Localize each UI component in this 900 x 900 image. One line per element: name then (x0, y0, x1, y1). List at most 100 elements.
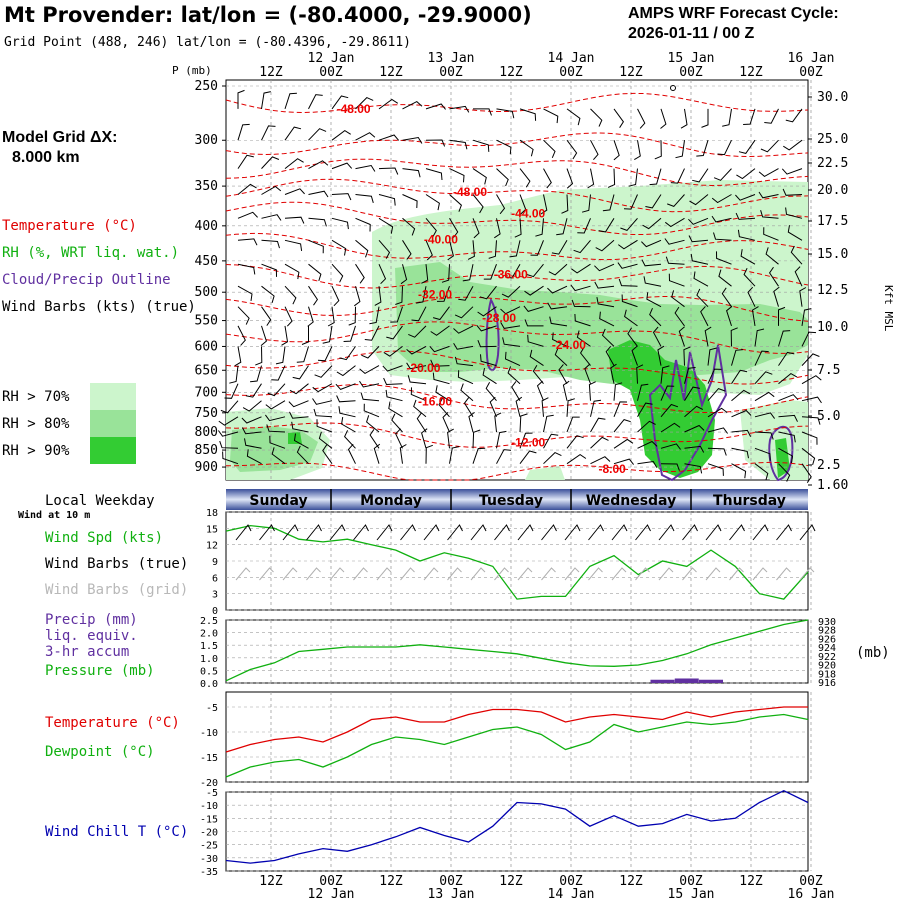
upper-air-wind-barb (308, 94, 323, 110)
upper-air-wind-barb (504, 351, 521, 367)
isotherm-label: -20.00 (406, 361, 440, 375)
upper-air-wind-barb (613, 140, 620, 161)
upper-air-wind-barb (317, 346, 333, 362)
upper-air-wind-barb (360, 392, 380, 402)
upper-air-wind-barb (641, 259, 662, 267)
isotherm-label: -32.00 (418, 288, 452, 302)
grid-wind-barb (799, 567, 815, 581)
surface-wind-barb (376, 524, 393, 541)
top-hour-label: 12Z (259, 65, 283, 80)
upper-air-wind-barb (700, 306, 709, 327)
isotherm-line (225, 295, 809, 322)
upper-air-wind-barb (773, 286, 780, 307)
upper-air-wind-barb (543, 414, 554, 433)
upper-air-wind-barb (801, 308, 812, 326)
upper-air-wind-barb (649, 168, 662, 186)
upper-air-wind-barb (261, 239, 280, 249)
panel-tick-label: 9 (212, 557, 218, 568)
upper-air-wind-barb (637, 402, 653, 418)
legend-wind-at: Wind at 10 m (18, 509, 90, 521)
panel-tick-label: 6 (212, 573, 218, 584)
upper-air-wind-barb (261, 91, 271, 109)
upper-air-wind-barb (435, 385, 450, 402)
upper-air-wind-barb (355, 132, 376, 141)
height-tick-label: 30.0 (817, 90, 848, 105)
upper-air-wind-barb (322, 325, 333, 344)
temperature-panel: -5 -10 -15 -20 (200, 691, 812, 789)
upper-air-wind-barb (566, 435, 584, 449)
upper-air-wind-barb (613, 382, 623, 401)
upper-air-wind-barb (218, 416, 239, 426)
upper-air-wind-barb (485, 382, 497, 402)
station-marker (670, 85, 676, 91)
upper-air-wind-barb (331, 285, 340, 307)
legend-rh: RH (%, WRT liq. wat.) (2, 245, 179, 261)
upper-air-wind-barb (637, 108, 646, 129)
upper-air-wind-barb (331, 263, 344, 283)
upper-air-wind-barb (764, 108, 779, 124)
upper-air-wind-barb (271, 365, 286, 381)
upper-air-wind-barb (502, 337, 521, 347)
upper-air-wind-barb (289, 383, 309, 395)
top-hour-label: 12Z (379, 65, 403, 80)
upper-air-wind-barb (801, 396, 822, 404)
upper-air-wind-barb (413, 399, 427, 418)
legend-pressure: Pressure (mb) (45, 663, 155, 679)
upper-air-wind-barb (500, 322, 521, 329)
upper-air-wind-barb (322, 444, 333, 464)
upper-air-wind-barb (359, 380, 380, 388)
upper-air-wind-barb (562, 380, 570, 401)
upper-air-wind-barb (406, 345, 427, 355)
upper-air-wind-barb (660, 365, 670, 384)
pressure-tick-label: 400 (195, 219, 218, 234)
upper-air-wind-barb (594, 281, 615, 289)
upper-air-wind-barb (571, 263, 591, 274)
height-tick-label: 12.5 (817, 283, 848, 298)
height-tick-label: 5.0 (817, 409, 840, 424)
upper-air-wind-barb (566, 453, 587, 465)
upper-air-wind-barb (402, 217, 416, 236)
series-line (225, 789, 809, 864)
upper-air-wind-barb (378, 167, 399, 175)
isotherm-label: -24.00 (552, 338, 586, 352)
pressure-tick-labels: 250 300 350 400 450 500 550 600 650 700 750 800 850 9… (195, 79, 226, 475)
pressure-tick-label: 250 (195, 79, 218, 94)
upper-air-wind-barb (642, 217, 662, 230)
upper-air-wind-barb (743, 267, 756, 287)
upper-air-wind-barb (383, 377, 403, 386)
upper-air-wind-barb (472, 447, 486, 464)
top-hour-label: 00Z (559, 65, 583, 80)
upper-air-wind-barb (421, 428, 428, 449)
upper-air-wind-barb (684, 405, 704, 418)
upper-air-wind-barb (781, 168, 803, 175)
upper-air-wind-barb (532, 364, 544, 385)
upper-air-wind-barb (473, 108, 492, 116)
upper-air-wind-barb (266, 424, 286, 433)
upper-air-wind-barb (684, 445, 705, 453)
surface-wind-barb (423, 524, 440, 541)
upper-air-wind-barb (425, 217, 437, 237)
upper-air-wind-barb (707, 447, 727, 456)
top-date-label: 15 Jan (668, 51, 715, 66)
panel-tick-label: 15 (206, 524, 218, 535)
surface-wind-barb (658, 524, 675, 541)
isotherms (225, 92, 809, 481)
isotherm-label: -44.00 (511, 207, 545, 221)
upper-air-wind-barb (646, 292, 662, 308)
upper-air-wind-barb (399, 444, 407, 464)
upper-air-wind-barb (237, 211, 258, 219)
upper-air-wind-barb (241, 416, 262, 424)
upper-air-wind-barb (438, 398, 450, 418)
upper-air-wind-barb (288, 400, 309, 408)
surface-wind-barb (588, 524, 604, 541)
surface-wind-barb (541, 524, 557, 541)
height-tick-label: 15.0 (817, 247, 848, 262)
pressure-tick-label: 550 (195, 314, 218, 329)
upper-air-wind-barb (284, 263, 300, 280)
upper-air-wind-barb (237, 89, 245, 109)
upper-air-wind-barb (519, 108, 537, 121)
upper-air-wind-barb (731, 369, 748, 384)
upper-air-wind-barb (275, 346, 286, 365)
upper-air-wind-barb (246, 449, 262, 465)
